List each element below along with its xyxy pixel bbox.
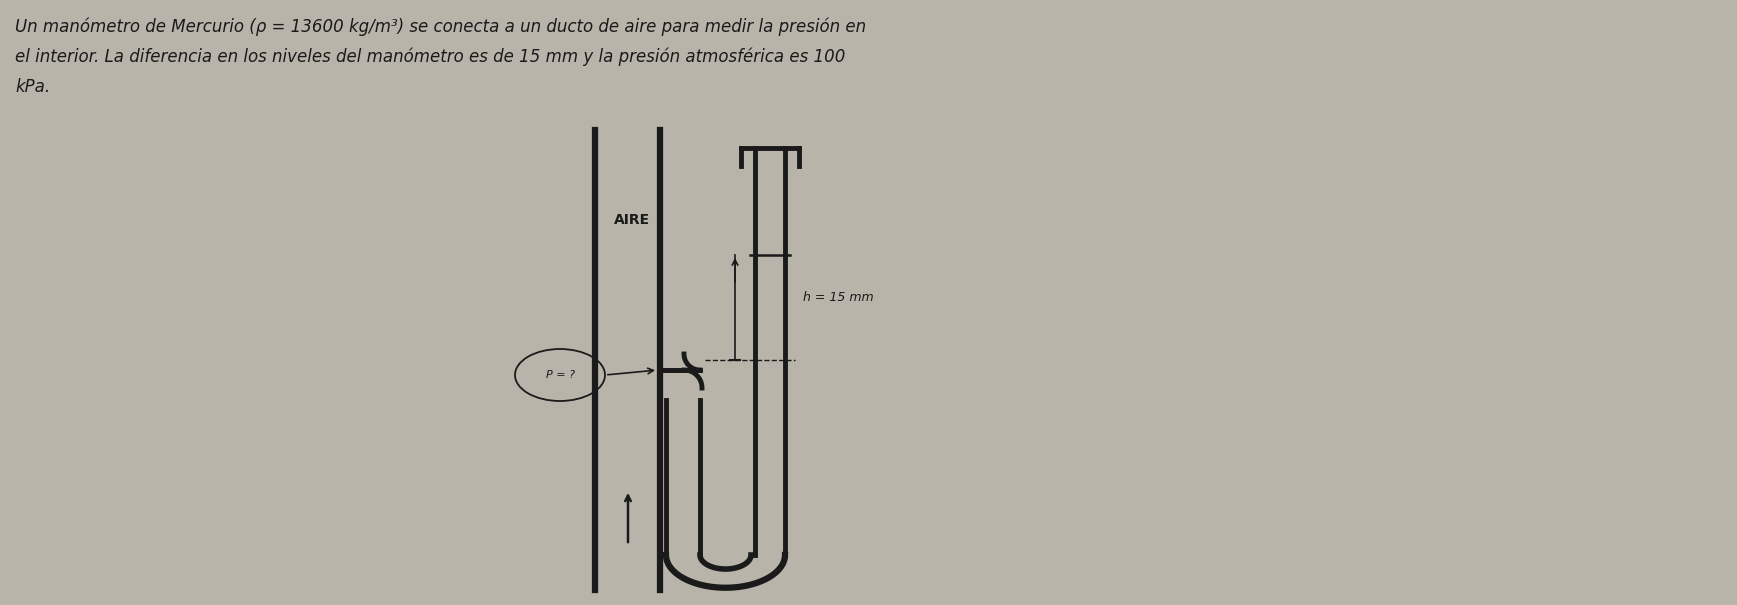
- Text: kPa.: kPa.: [16, 78, 50, 96]
- Text: P = ?: P = ?: [545, 370, 575, 380]
- Text: el interior. La diferencia en los niveles del manómetro es de 15 mm y la presión: el interior. La diferencia en los nivele…: [16, 48, 846, 67]
- Text: AIRE: AIRE: [615, 213, 651, 227]
- Text: h = 15 mm: h = 15 mm: [802, 291, 874, 304]
- Text: Un manómetro de Mercurio (ρ = 13600 kg/m³) se conecta a un ducto de aire para me: Un manómetro de Mercurio (ρ = 13600 kg/m…: [16, 18, 867, 36]
